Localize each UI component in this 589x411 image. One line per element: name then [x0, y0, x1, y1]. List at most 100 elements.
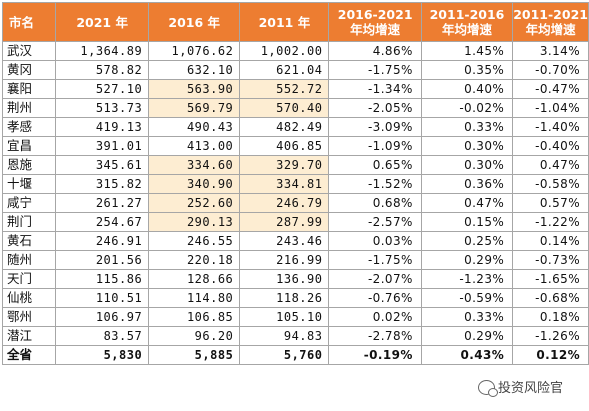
- growth-2011-2021-cell: -0.47%: [512, 79, 589, 99]
- growth-2011-2016-cell: 0.35%: [420, 60, 514, 80]
- city-cell: 随州: [1, 250, 57, 270]
- header-growth-2016-2021: 2016-2021 年均增速: [328, 2, 422, 42]
- growth-2011-2021-cell: -1.40%: [512, 117, 589, 137]
- table-row: 襄阳 527.10 563.90 552.72 -1.34% 0.40% -0.47%: [1, 79, 589, 99]
- value-2021-cell: 5,830: [55, 345, 150, 365]
- table-row: 咸宁 261.27 252.60 246.79 0.68% 0.47% 0.57%: [1, 193, 589, 213]
- value-2021-cell: 106.97: [55, 307, 150, 327]
- value-2021-cell: 419.13: [55, 117, 150, 137]
- value-2016-cell: 220.18: [148, 250, 241, 270]
- table-row: 仙桃 110.51 114.80 118.26 -0.76% -0.59% -0.68%: [1, 288, 589, 308]
- value-2016-cell: 632.10: [148, 60, 241, 80]
- table-row: 恩施 345.61 334.60 329.70 0.65% 0.30% 0.47%: [1, 155, 589, 175]
- growth-2011-2016-cell: 0.30%: [420, 155, 514, 175]
- value-2011-cell: 1,002.00: [239, 41, 330, 61]
- growth-2011-2016-cell: 0.33%: [420, 307, 514, 327]
- value-2016-cell: 569.79: [148, 98, 241, 118]
- table-row: 随州 201.56 220.18 216.99 -1.75% 0.29% -0.73%: [1, 250, 589, 270]
- value-2011-cell: 94.83: [239, 326, 330, 346]
- value-2021-cell: 110.51: [55, 288, 150, 308]
- growth-2016-2021-cell: -2.05%: [328, 98, 422, 118]
- growth-2011-2021-cell: -1.65%: [512, 269, 589, 289]
- growth-2011-2021-cell: -0.40%: [512, 136, 589, 156]
- growth-2016-2021-cell: -1.52%: [328, 174, 422, 194]
- city-cell: 潜江: [1, 326, 57, 346]
- growth-2011-2021-cell: -0.58%: [512, 174, 589, 194]
- city-cell: 天门: [1, 269, 57, 289]
- growth-2011-2016-cell: 0.47%: [420, 193, 514, 213]
- population-table: 市名 2021 年 2016 年 2011 年 2016-2021 年均增速 2011-20…: [1, 2, 589, 365]
- value-2016-cell: 252.60: [148, 193, 241, 213]
- value-2011-cell: 406.85: [239, 136, 330, 156]
- growth-2016-2021-cell: -2.07%: [328, 269, 422, 289]
- city-cell: 十堰: [1, 174, 57, 194]
- growth-2011-2021-cell: -1.22%: [512, 212, 589, 232]
- growth-2011-2021-cell: 0.57%: [512, 193, 589, 213]
- growth-2016-2021-cell: 0.65%: [328, 155, 422, 175]
- value-2021-cell: 1,364.89: [55, 41, 150, 61]
- growth-2016-2021-cell: -1.75%: [328, 250, 422, 270]
- value-2011-cell: 5,760: [239, 345, 330, 365]
- city-cell: 黄石: [1, 231, 57, 251]
- growth-2011-2016-cell: 0.29%: [420, 250, 514, 270]
- value-2021-cell: 391.01: [55, 136, 150, 156]
- value-2021-cell: 345.61: [55, 155, 150, 175]
- value-2011-cell: 216.99: [239, 250, 330, 270]
- growth-2011-2016-cell: -0.02%: [420, 98, 514, 118]
- growth-2011-2016-cell: 1.45%: [420, 41, 514, 61]
- value-2021-cell: 315.82: [55, 174, 150, 194]
- table-row: 荆门 254.67 290.13 287.99 -2.57% 0.15% -1.22%: [1, 212, 589, 232]
- growth-2011-2021-cell: 3.14%: [512, 41, 589, 61]
- table-row: 黄冈 578.82 632.10 621.04 -1.75% 0.35% -0.70%: [1, 60, 589, 80]
- city-cell: 全省: [1, 345, 57, 365]
- watermark: 投资风险官: [478, 377, 564, 397]
- value-2011-cell: 105.10: [239, 307, 330, 327]
- value-2011-cell: 246.79: [239, 193, 330, 213]
- city-cell: 襄阳: [1, 79, 57, 99]
- growth-2011-2016-cell: 0.25%: [420, 231, 514, 251]
- value-2011-cell: 118.26: [239, 288, 330, 308]
- watermark-text: 投资风险官: [498, 381, 564, 396]
- growth-2011-2016-cell: 0.15%: [420, 212, 514, 232]
- value-2011-cell: 482.49: [239, 117, 330, 137]
- growth-2011-2021-cell: 0.12%: [512, 345, 589, 365]
- table-row: 黄石 246.91 246.55 243.46 0.03% 0.25% 0.14%: [1, 231, 589, 251]
- growth-2016-2021-cell: -3.09%: [328, 117, 422, 137]
- growth-2016-2021-cell: -1.34%: [328, 79, 422, 99]
- growth-2016-2021-cell: -1.09%: [328, 136, 422, 156]
- value-2016-cell: 334.60: [148, 155, 241, 175]
- value-2016-cell: 563.90: [148, 79, 241, 99]
- header-city: 市名: [1, 2, 57, 42]
- header-2021: 2021 年: [55, 2, 150, 42]
- growth-2011-2021-cell: -0.70%: [512, 60, 589, 80]
- header-2011: 2011 年: [239, 2, 330, 42]
- value-2011-cell: 136.90: [239, 269, 330, 289]
- table-row: 天门 115.86 128.66 136.90 -2.07% -1.23% -1.65%: [1, 269, 589, 289]
- table-row: 十堰 315.82 340.90 334.81 -1.52% 0.36% -0.58%: [1, 174, 589, 194]
- value-2021-cell: 254.67: [55, 212, 150, 232]
- table-row: 武汉 1,364.89 1,076.62 1,002.00 4.86% 1.45% 3.14…: [1, 41, 589, 61]
- growth-2011-2021-cell: -0.68%: [512, 288, 589, 308]
- growth-2016-2021-cell: -1.75%: [328, 60, 422, 80]
- value-2011-cell: 570.40: [239, 98, 330, 118]
- value-2016-cell: 246.55: [148, 231, 241, 251]
- city-cell: 荆州: [1, 98, 57, 118]
- header-growth-2011-2016: 2011-2016 年均增速: [420, 2, 514, 42]
- growth-2011-2016-cell: -0.59%: [420, 288, 514, 308]
- table-row: 鄂州 106.97 106.85 105.10 0.02% 0.33% 0.18%: [1, 307, 589, 327]
- table-row: 孝感 419.13 490.43 482.49 -3.09% 0.33% -1.40%: [1, 117, 589, 137]
- growth-2011-2016-cell: 0.43%: [420, 345, 514, 365]
- header-growth-2011-2021: 2011-2021 年均增速: [512, 2, 589, 42]
- value-2011-cell: 334.81: [239, 174, 330, 194]
- growth-2011-2016-cell: 0.36%: [420, 174, 514, 194]
- value-2021-cell: 527.10: [55, 79, 150, 99]
- growth-2011-2021-cell: -1.26%: [512, 326, 589, 346]
- growth-2011-2016-cell: 0.33%: [420, 117, 514, 137]
- value-2016-cell: 413.00: [148, 136, 241, 156]
- value-2016-cell: 96.20: [148, 326, 241, 346]
- growth-2011-2021-cell: 0.18%: [512, 307, 589, 327]
- city-cell: 恩施: [1, 155, 57, 175]
- city-cell: 鄂州: [1, 307, 57, 327]
- growth-2016-2021-cell: 4.86%: [328, 41, 422, 61]
- value-2021-cell: 261.27: [55, 193, 150, 213]
